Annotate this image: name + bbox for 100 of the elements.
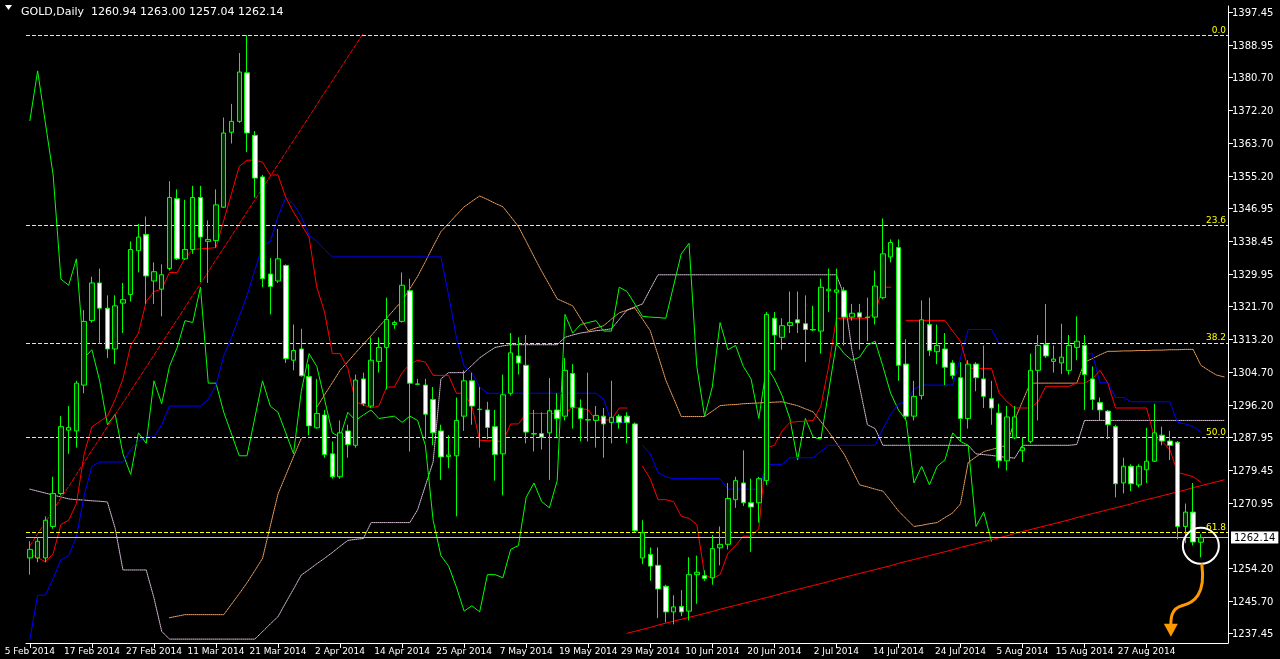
y-tick-label: 1254.20 [1232,562,1274,574]
annotation: 23.6 [1205,214,1227,225]
candlestick [461,369,467,432]
candlestick [430,386,436,446]
y-tick-label: 1270.95 [1232,497,1274,509]
candlestick [27,540,33,576]
candlestick [562,357,568,421]
candlestick [702,569,707,582]
line-series [626,479,1225,634]
candlestick [764,311,769,486]
candlestick [376,336,382,374]
candlestick [229,103,234,144]
candlestick [74,380,79,449]
candlestick [415,378,420,386]
candlestick [826,268,831,313]
x-tick-label: 5 Feb 2014 [4,645,56,656]
x-tick-label: 14 Jul 2014 [872,645,925,656]
candlestick [221,116,226,209]
candlestick [593,405,599,449]
candlestick [973,361,979,392]
candlestick [337,419,343,480]
y-tick-label: 1279.45 [1232,464,1274,476]
candlestick [803,294,808,363]
candlestick [291,324,296,371]
candlestick [1020,436,1025,463]
candlestick [446,434,451,469]
x-tick-label: 21 Mar 2014 [249,645,307,656]
candlestick [1004,405,1010,472]
x-tick-label: 2 Apr 2014 [315,645,366,656]
candlestick [849,303,855,322]
x-tick-label: 11 Mar 2014 [187,645,245,656]
candlestick [1113,424,1118,498]
x-tick-label: 27 Feb 2014 [125,645,183,656]
candlestick [182,199,188,261]
candlestick [477,386,482,449]
candlestick [841,286,847,346]
x-tick-label: 25 Apr 2014 [436,645,493,656]
candlestick [903,338,909,421]
candlestick [159,263,164,317]
candlestick [772,311,777,371]
candlestick [190,185,195,255]
x-tick-label: 15 Aug 2014 [1055,645,1114,656]
candlestick [1028,353,1033,444]
y-tick-label: 1296.20 [1232,399,1274,411]
y-tick-label: 1237.45 [1232,627,1274,639]
candlestick [911,380,917,421]
annotation: 38.2 [1205,332,1226,343]
candlestick [1190,482,1196,547]
candlestick [516,336,521,376]
candlestick [725,482,731,550]
candlestick [384,297,389,390]
candlestick [205,219,211,284]
candlestick [43,515,48,563]
candlestick [58,415,64,496]
y-tick-label: 1397.45 [1232,6,1274,18]
candlestick [423,378,428,440]
annotation: 50.0 [1205,427,1227,438]
line-series [29,70,992,613]
candlestick [609,380,614,444]
line-series [29,274,1225,640]
candlestick [89,276,95,324]
candlestick [260,174,265,288]
candlestick [1090,365,1095,411]
candlestick [578,398,583,442]
candlestick [1059,323,1064,375]
candlestick [50,476,56,530]
y-tick-label: 1313.20 [1232,333,1274,345]
candlestick [872,270,878,325]
candlestick [237,52,242,124]
candlestick [648,546,653,582]
x-tick-label: 24 Jul 2014 [934,645,987,656]
candlestick [787,290,793,334]
candlestick [554,392,560,438]
x-tick-label: 14 Apr 2014 [374,645,431,656]
candlestick [1175,440,1180,540]
candlestick [81,309,87,394]
candlestick [810,305,816,332]
candlestick [438,424,444,481]
candlestick [213,188,219,249]
candlestick [965,359,971,430]
candlestick [1043,303,1049,359]
candlestick [1144,427,1149,484]
candlestick [151,261,157,305]
candlestick [779,317,785,351]
y-tick-label: 1355.20 [1232,170,1274,182]
chart-title: GOLD,Daily 1260.94 1263.00 1257.04 1262.14 [21,5,284,18]
candlestick [268,257,273,315]
candlestick [66,405,71,455]
candlestick [989,380,994,426]
candlestick [539,411,544,451]
y-tick-label: 1380.70 [1232,71,1274,83]
candlestick [950,359,955,380]
x-tick-label: 29 May 2014 [620,645,680,656]
candlestick [322,409,327,459]
candlestick [105,294,110,359]
candlestick [679,589,684,617]
candlestick [492,409,498,482]
candlestick [523,334,529,444]
candlestick [865,297,870,342]
candlestick [958,361,963,442]
